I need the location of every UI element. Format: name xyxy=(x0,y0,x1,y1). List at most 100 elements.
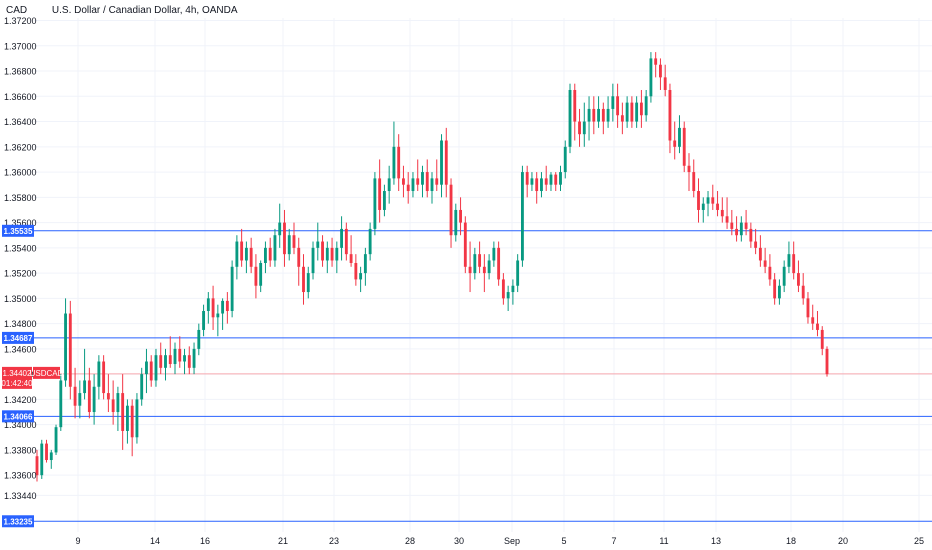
candle-body xyxy=(768,266,772,280)
price-tick-label: 1.35600 xyxy=(4,218,37,228)
hline-price-tag xyxy=(2,224,34,237)
hline-price-label: 1.34687 xyxy=(4,334,33,343)
date-axis[interactable]: 9 14 16 21 23 28 30 Sep 5 7 11 13 18 20 25 xyxy=(75,536,924,546)
candle-body xyxy=(644,96,648,116)
candle-body xyxy=(259,263,263,286)
date-tick-label: 13 xyxy=(711,536,721,546)
candle-body xyxy=(187,355,191,368)
candle-body xyxy=(449,184,453,236)
candle-body xyxy=(501,279,505,299)
candle-body xyxy=(135,399,139,438)
candle-body xyxy=(578,121,581,135)
price-axis[interactable]: 1.37200 1.37000 1.36800 1.36600 1.36400 1.362… xyxy=(4,16,37,501)
candle-body xyxy=(630,102,634,122)
candle-body xyxy=(283,222,286,255)
candle-body xyxy=(711,197,715,204)
candle-body xyxy=(183,355,186,362)
candle-body xyxy=(678,127,681,147)
candle-body xyxy=(340,228,344,248)
candle-body xyxy=(682,127,686,166)
price-tick-label: 1.36000 xyxy=(4,168,37,178)
price-tick-label: 1.36200 xyxy=(4,142,37,152)
candle-body xyxy=(735,228,739,236)
price-tick-label: 1.35000 xyxy=(4,294,37,304)
candle-body xyxy=(268,247,272,261)
price-tick-label: 1.37200 xyxy=(4,16,37,26)
candle-body xyxy=(549,174,553,185)
hline-price-tag xyxy=(2,410,34,423)
candle-body xyxy=(173,348,177,365)
date-tick-label: 20 xyxy=(838,536,848,546)
chart-header: CAD U.S. Dollar / Canadian Dollar, 4h, O… xyxy=(6,5,238,16)
candle-body xyxy=(773,279,777,299)
candle-body xyxy=(568,89,572,147)
candle-body xyxy=(639,102,643,116)
candle-body xyxy=(35,456,39,476)
price-tick-label: 1.34000 xyxy=(4,420,37,430)
candle-body xyxy=(459,209,462,223)
candle-body xyxy=(668,89,672,141)
candle-body xyxy=(816,323,819,330)
price-tick-label: 1.35200 xyxy=(4,269,37,279)
candle-body xyxy=(211,298,215,318)
candle-body xyxy=(516,260,520,286)
candle-body xyxy=(739,222,743,236)
candle-body xyxy=(235,241,239,267)
candle-body xyxy=(64,313,67,381)
candle-body xyxy=(411,178,415,192)
candle-body xyxy=(311,247,315,274)
candle-body xyxy=(416,178,420,185)
candle-body xyxy=(706,197,710,204)
candle-body xyxy=(316,241,320,248)
candle-body xyxy=(463,222,467,267)
candle-body xyxy=(611,96,615,109)
candle-body xyxy=(240,241,244,261)
candle-body xyxy=(620,115,624,122)
candle-body xyxy=(302,266,305,293)
candle-body xyxy=(387,178,391,192)
candle-body xyxy=(45,443,48,461)
symbol-tag xyxy=(33,366,60,379)
candle-body xyxy=(140,374,144,400)
candle-body xyxy=(625,102,629,122)
candle-body xyxy=(720,209,724,217)
date-tick-label: 18 xyxy=(786,536,796,546)
hline-price-label: 1.33235 xyxy=(4,517,33,526)
candle-body xyxy=(97,361,101,387)
candle-body xyxy=(397,146,401,179)
candle-body xyxy=(321,241,324,261)
candle-body xyxy=(725,216,729,223)
candle-body xyxy=(130,405,134,438)
candle-body xyxy=(249,247,253,267)
date-tick-label: 9 xyxy=(75,536,80,546)
horizontal-lines-layer[interactable] xyxy=(34,230,932,522)
candle-body xyxy=(635,102,639,122)
price-tick-label: 1.37000 xyxy=(4,41,37,51)
candle-body xyxy=(359,273,363,280)
candle-body xyxy=(216,313,220,318)
candle-body xyxy=(749,228,753,242)
candle-body xyxy=(230,266,234,311)
chart-title: U.S. Dollar / Canadian Dollar, 4h, OANDA xyxy=(51,5,238,16)
candle-body xyxy=(820,329,824,349)
date-tick-label: 30 xyxy=(454,536,464,546)
candle-body xyxy=(168,355,172,365)
symbol-label[interactable]: CAD xyxy=(6,5,28,16)
candle-body xyxy=(225,300,229,311)
hline-price-tag xyxy=(2,331,34,344)
candle-body xyxy=(482,266,486,274)
date-tick-label: 28 xyxy=(405,536,415,546)
candle-body xyxy=(59,380,63,428)
candle-body xyxy=(430,178,434,192)
candle-body xyxy=(111,399,115,413)
candle-body xyxy=(378,178,382,210)
date-tick-label: 25 xyxy=(914,536,924,546)
candle-body xyxy=(554,174,558,185)
candle-body xyxy=(421,172,424,185)
candle-body xyxy=(154,355,158,381)
candle-body xyxy=(197,329,201,349)
hline-price-label: 1.35535 xyxy=(4,227,33,236)
candle-body xyxy=(83,380,87,394)
candle-body xyxy=(559,172,562,185)
